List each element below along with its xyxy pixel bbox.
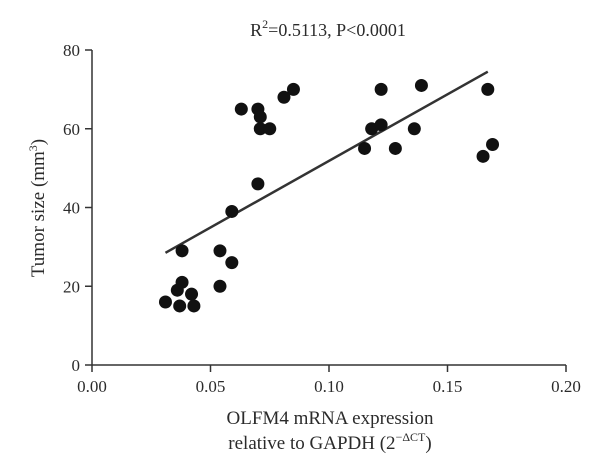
data-point	[263, 122, 277, 136]
x-axis-title-line2-end: )	[425, 433, 431, 454]
data-point	[388, 141, 402, 155]
data-point	[277, 90, 291, 104]
chart-title-superscript: 2	[262, 17, 268, 31]
y-tick-label: 80	[63, 41, 80, 60]
chart-title: R2=0.5113, P<0.0001	[250, 17, 406, 40]
chart-title-r: R	[250, 20, 262, 40]
data-point	[213, 279, 227, 293]
data-point	[187, 299, 201, 313]
y-axis-title: Tumor size (mm3)	[26, 139, 49, 277]
data-point	[225, 204, 239, 218]
data-point	[253, 110, 267, 124]
data-point	[476, 149, 490, 163]
data-point	[175, 244, 189, 258]
x-axis-title-superscript: −ΔCT	[396, 430, 426, 444]
data-point	[486, 138, 500, 151]
data-point	[185, 287, 199, 301]
y-tick-label: 20	[63, 277, 80, 296]
y-tick-label: 60	[63, 120, 80, 139]
data-point	[286, 82, 300, 96]
y-tick-label: 0	[72, 356, 81, 375]
chart-title-stat: =0.5113, P<0.0001	[268, 20, 406, 40]
data-points	[158, 78, 500, 313]
x-tick-label: 0.20	[551, 377, 581, 396]
data-point	[481, 82, 495, 96]
x-tick-label: 0.10	[314, 377, 344, 396]
data-point	[414, 78, 428, 92]
data-point	[225, 256, 239, 270]
y-axis-title-superscript: 3	[26, 145, 40, 151]
data-point	[158, 295, 172, 309]
regression-line	[164, 70, 489, 254]
x-axis-title-line1: OLFM4 mRNA expression	[227, 408, 434, 429]
data-point	[374, 82, 388, 96]
x-axis-title-line2-main: relative to GAPDH (2	[228, 433, 395, 454]
tick-labels: 0 20 40 60 80 0.00 0.05 0.10 0.15 0.20	[63, 41, 581, 396]
data-point	[374, 118, 388, 132]
data-point	[407, 122, 421, 136]
data-point	[213, 244, 227, 258]
x-tick-label: 0.15	[433, 377, 463, 396]
y-tick-label: 40	[63, 199, 80, 218]
y-axis-title-end: )	[28, 139, 49, 145]
x-axis-title-line2: relative to GAPDH (2−ΔCT)	[228, 430, 431, 454]
axes	[85, 49, 567, 372]
y-axis-title-main: Tumor size (mm	[28, 151, 49, 277]
x-tick-label: 0.00	[77, 377, 107, 396]
data-point	[173, 299, 187, 313]
data-point	[251, 177, 265, 191]
data-point	[234, 102, 248, 116]
data-point	[253, 122, 267, 136]
data-point	[358, 141, 372, 155]
data-point	[175, 275, 189, 289]
x-tick-label: 0.05	[196, 377, 226, 396]
